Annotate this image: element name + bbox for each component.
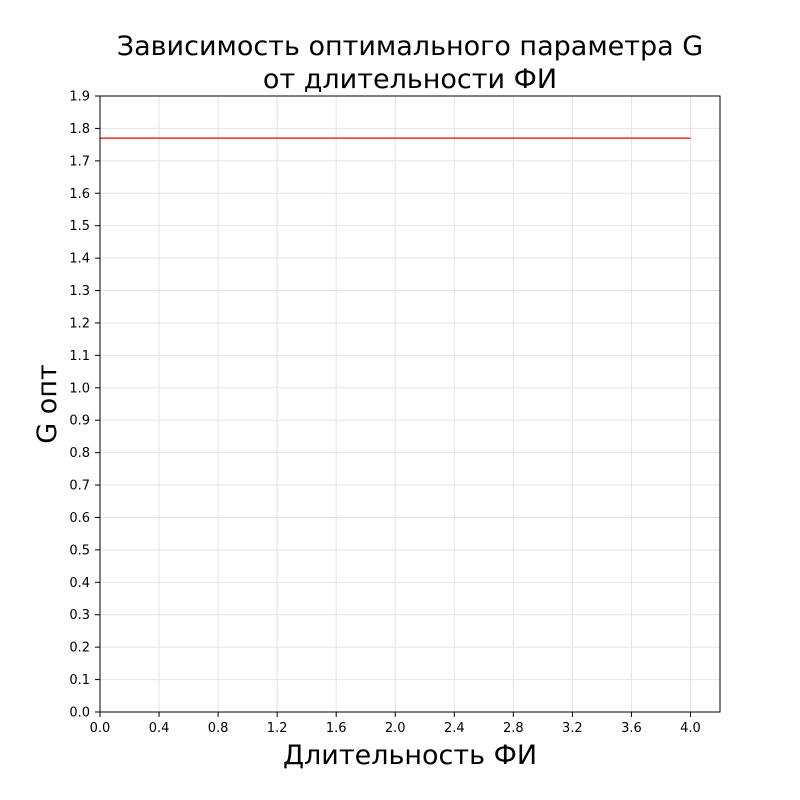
x-tick-label-4: 1.6 (326, 721, 347, 736)
x-tick-label-1: 0.4 (149, 721, 170, 736)
y-tick-label-9: 0.9 (69, 414, 90, 429)
y-tick-label-6: 0.6 (69, 511, 90, 526)
x-tick-label-0: 0.0 (90, 721, 111, 736)
y-tick-label-5: 0.5 (69, 543, 90, 558)
x-tick-label-3: 1.2 (267, 721, 288, 736)
x-tick-label-8: 3.2 (562, 721, 583, 736)
y-tick-label-7: 0.7 (69, 479, 90, 494)
y-tick-label-1: 0.1 (69, 673, 90, 688)
y-axis-ticks: 0.0 0.1 0.2 0.3 0.4 0.5 0.6 0.7 0.8 0.9 1.0 1.1 1.2 1… (69, 90, 100, 721)
y-tick-label-2: 0.2 (69, 641, 90, 656)
plot-area-frame (99, 95, 721, 713)
y-tick-label-16: 1.6 (69, 187, 90, 202)
y-tick-label-0: 0.0 (69, 706, 90, 721)
y-tick-label-11: 1.1 (69, 349, 90, 364)
y-tick-label-15: 1.5 (69, 219, 90, 234)
chart-title-line-1: Зависимость оптимального параметра G (117, 31, 703, 62)
x-tick-label-7: 2.8 (503, 721, 524, 736)
x-axis-label: Длительность ФИ (283, 740, 537, 771)
x-axis-ticks: 0.0 0.4 0.8 1.2 1.6 2.0 2.4 2.8 3.2 3.6 4.0 (90, 712, 701, 736)
y-tick-label-4: 0.4 (69, 576, 90, 591)
x-tick-label-10: 4.0 (680, 721, 701, 736)
x-tick-label-2: 0.8 (208, 721, 229, 736)
y-tick-label-14: 1.4 (69, 252, 90, 267)
y-tick-label-18: 1.8 (69, 122, 90, 137)
x-tick-label-5: 2.0 (385, 721, 406, 736)
y-tick-label-3: 0.3 (69, 608, 90, 623)
x-tick-label-9: 3.6 (621, 721, 642, 736)
grid (99, 95, 720, 713)
y-tick-label-10: 1.0 (69, 381, 90, 396)
x-tick-label-6: 2.4 (444, 721, 465, 736)
y-tick-label-13: 1.3 (69, 284, 90, 299)
y-tick-label-17: 1.7 (69, 154, 90, 169)
y-tick-label-12: 1.2 (69, 316, 90, 331)
y-tick-label-19: 1.9 (69, 90, 90, 105)
y-tick-label-8: 0.8 (69, 446, 90, 461)
chart-title-line-2: от длительности ФИ (263, 64, 557, 95)
y-axis-label: G опт (32, 364, 63, 443)
